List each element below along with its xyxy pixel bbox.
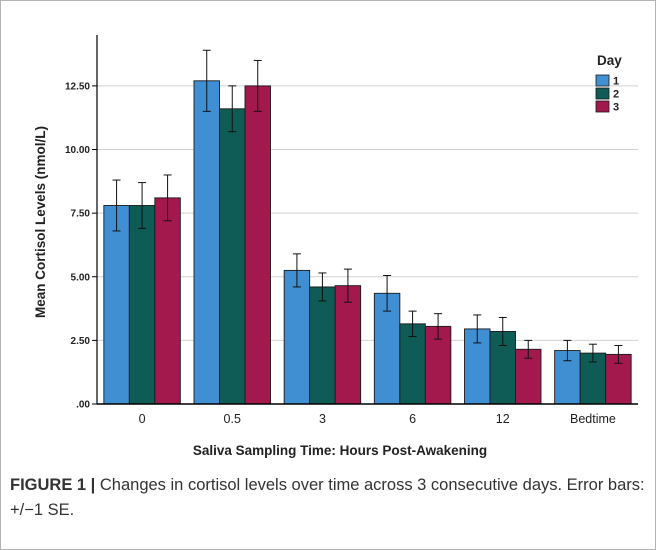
x-tick-label: 0 [139,412,146,426]
figure-caption: FIGURE 1 | Changes in cortisol levels ov… [10,473,646,523]
x-tick-label: 12 [496,412,510,426]
y-tick-label: 12.50 [65,81,90,92]
bar-series-1 [103,205,130,405]
bar-series-2 [128,205,156,405]
bar-series-3 [154,197,181,405]
bar-series-2 [399,323,426,405]
y-tick-label: 10.00 [65,145,90,156]
x-tick-label: 6 [409,412,416,426]
legend-label-3: 3 [613,102,619,114]
x-tick-label: 0.5 [224,412,241,426]
caption-label: FIGURE 1 | [10,476,96,494]
y-tick-label: 5.00 [71,272,91,283]
x-tick-label: 3 [319,412,326,426]
x-tick-label: Bedtime [570,412,616,426]
y-tick-label: 2.50 [71,336,91,347]
bar-series-3 [244,85,271,405]
legend-label-2: 2 [613,89,619,101]
legend-swatch-3 [595,100,610,113]
bar-chart: .00 2.50 5.00 7.50 10.00 12.50 0 0.5 3 6 12 Bedtime… [33,35,638,458]
bar-series-1 [283,269,311,405]
legend-swatch-2 [595,87,610,100]
x-axis-title: Saliva Sampling Time: Hours Post-Awakeni… [193,443,487,458]
bar-series-2 [219,108,246,405]
bar-series-1 [193,80,220,405]
y-axis-title: Mean Cortisol Levels (nmol/L) [33,126,48,318]
caption-text: Changes in cortisol levels over time acr… [10,476,645,519]
legend-title: Day [597,53,622,68]
y-tick-label: 7.50 [71,209,91,220]
legend-swatch-1 [595,74,610,87]
bar-series-2 [309,286,336,405]
legend-label-1: 1 [613,76,619,88]
y-tick-label: .00 [76,400,90,411]
bar-series-3 [334,285,362,405]
